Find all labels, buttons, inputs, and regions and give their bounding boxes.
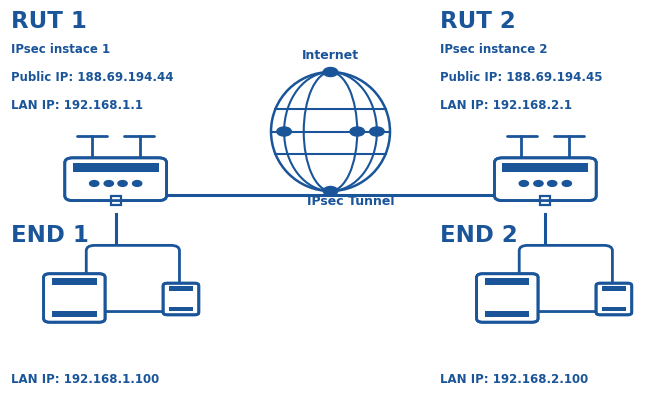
Text: IPsec Tunnel: IPsec Tunnel xyxy=(307,195,394,208)
Bar xyxy=(485,311,529,317)
Text: Public IP: 188.69.194.45: Public IP: 188.69.194.45 xyxy=(440,71,602,84)
Circle shape xyxy=(90,180,99,186)
Text: RUT 1: RUT 1 xyxy=(11,10,87,33)
FancyBboxPatch shape xyxy=(44,274,105,322)
Circle shape xyxy=(563,180,571,186)
Bar xyxy=(602,286,626,291)
FancyBboxPatch shape xyxy=(163,283,199,315)
Circle shape xyxy=(547,180,557,186)
Bar xyxy=(502,163,588,172)
Text: LAN IP: 192.168.2.100: LAN IP: 192.168.2.100 xyxy=(440,372,588,386)
Circle shape xyxy=(323,187,338,196)
Bar xyxy=(540,196,551,205)
Bar xyxy=(169,307,193,311)
Circle shape xyxy=(369,127,384,136)
Bar xyxy=(52,278,97,285)
Circle shape xyxy=(534,180,543,186)
FancyBboxPatch shape xyxy=(494,158,596,201)
Circle shape xyxy=(350,127,365,136)
Bar xyxy=(169,286,193,291)
Text: LAN IP: 192.168.1.100: LAN IP: 192.168.1.100 xyxy=(11,372,159,386)
Circle shape xyxy=(277,127,292,136)
Text: END 2: END 2 xyxy=(440,224,518,247)
Text: RUT 2: RUT 2 xyxy=(440,10,516,33)
FancyBboxPatch shape xyxy=(520,245,613,312)
Bar xyxy=(602,307,626,311)
FancyBboxPatch shape xyxy=(86,245,179,312)
Text: Internet: Internet xyxy=(302,49,359,62)
Circle shape xyxy=(520,180,528,186)
Text: END 1: END 1 xyxy=(11,224,89,247)
Text: IPsec instance 2: IPsec instance 2 xyxy=(440,43,547,56)
Circle shape xyxy=(118,180,127,186)
FancyBboxPatch shape xyxy=(65,158,167,201)
Bar xyxy=(52,311,97,317)
Bar xyxy=(110,196,121,205)
FancyBboxPatch shape xyxy=(477,274,538,322)
Text: IPsec instace 1: IPsec instace 1 xyxy=(11,43,110,56)
Bar xyxy=(73,163,159,172)
Circle shape xyxy=(323,67,338,76)
Circle shape xyxy=(132,180,142,186)
FancyBboxPatch shape xyxy=(596,283,632,315)
Text: LAN IP: 192.168.2.1: LAN IP: 192.168.2.1 xyxy=(440,99,572,112)
Text: LAN IP: 192.168.1.1: LAN IP: 192.168.1.1 xyxy=(11,99,143,112)
Text: Public IP: 188.69.194.44: Public IP: 188.69.194.44 xyxy=(11,71,174,84)
Circle shape xyxy=(104,180,114,186)
Bar xyxy=(485,278,529,285)
